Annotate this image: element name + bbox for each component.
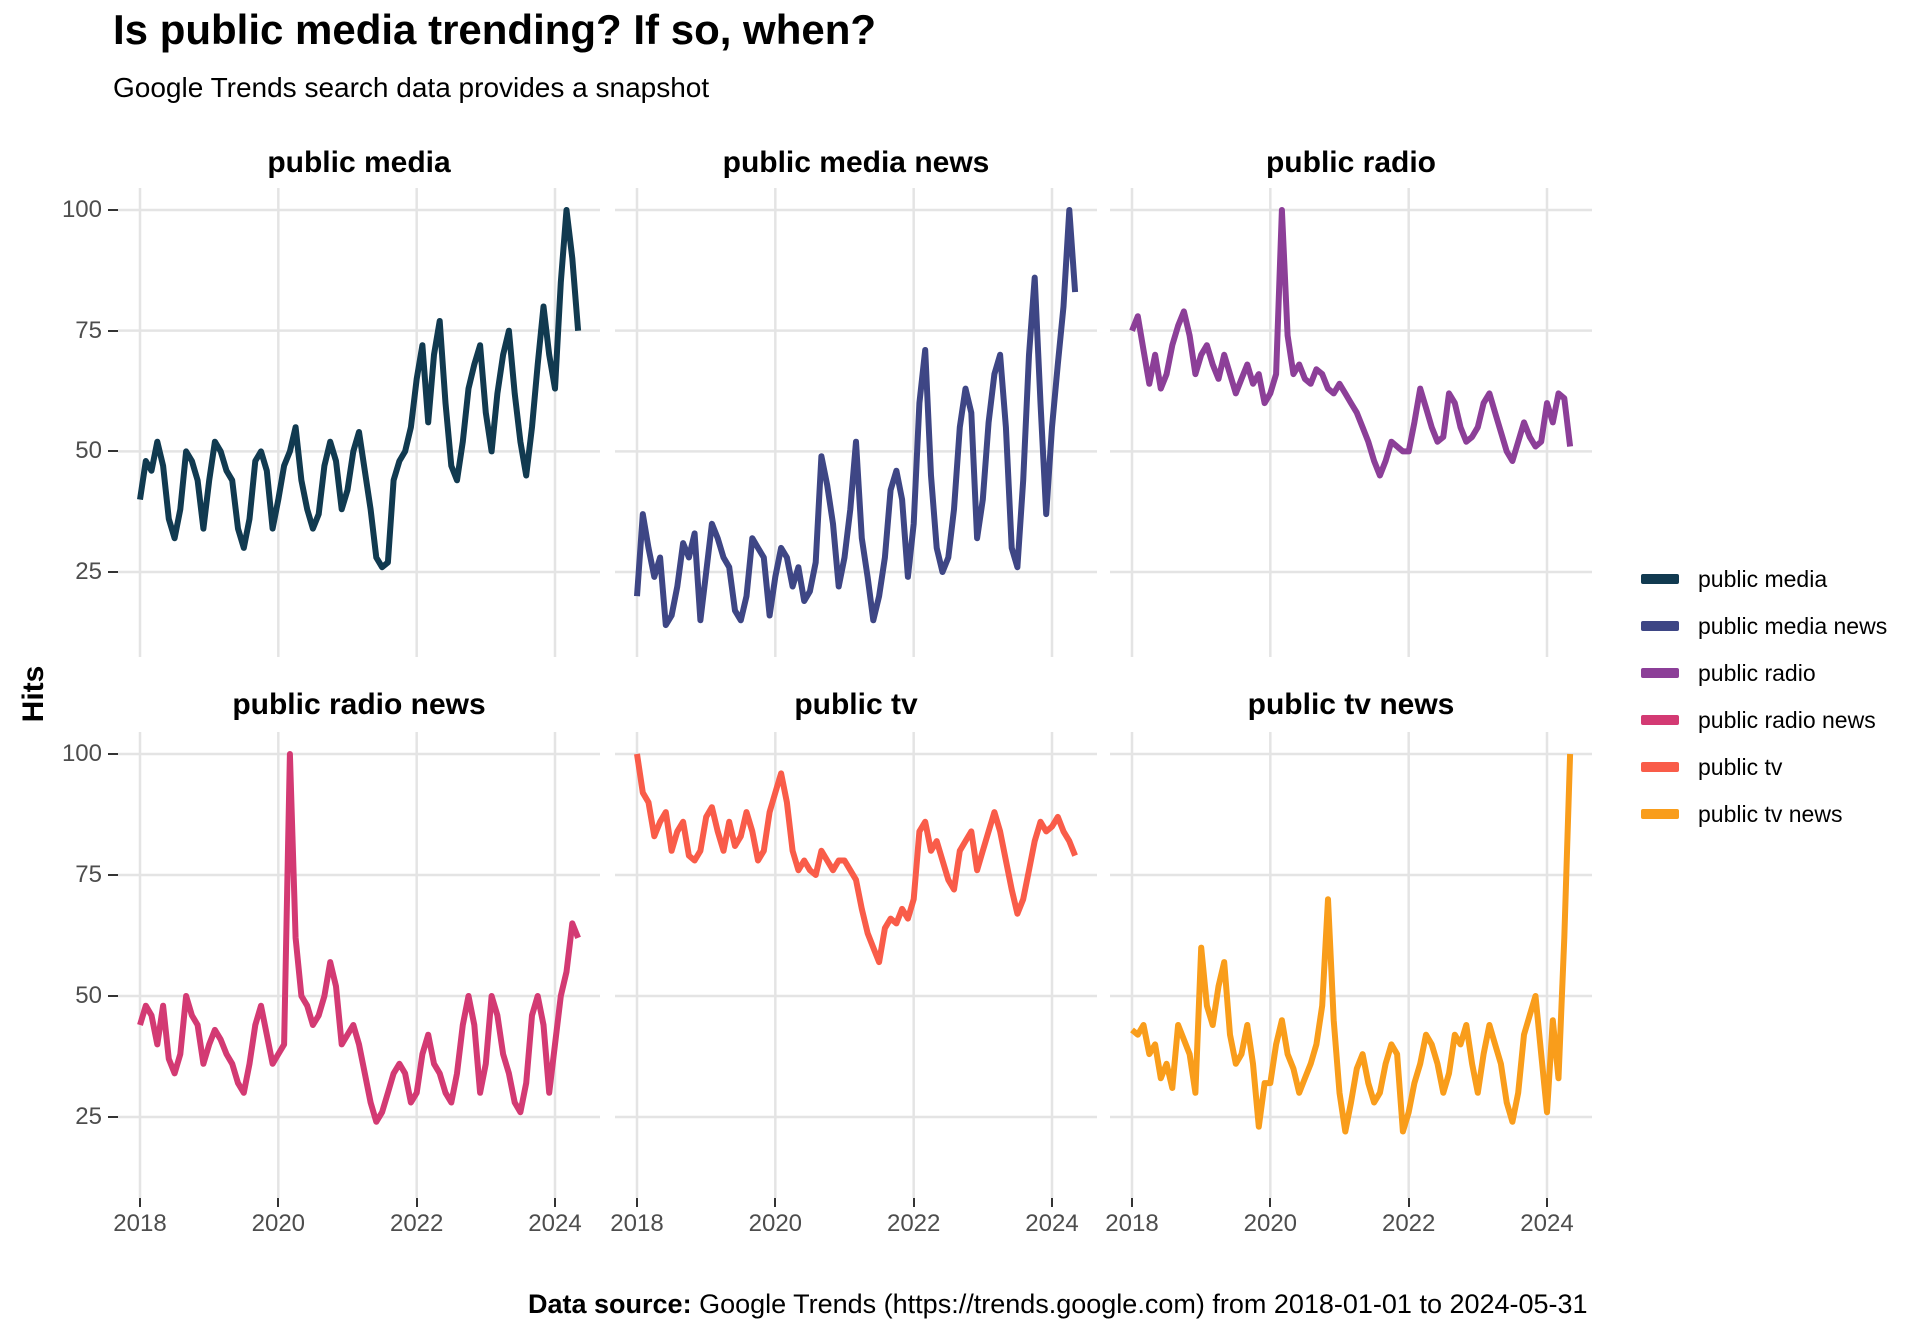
legend-item-public-media-news: public media news [1641, 613, 1887, 639]
caption: Data source: Google Trends (https://tren… [528, 1289, 1588, 1320]
facet-title-public-media-news: public media news [722, 146, 990, 179]
legend: public media public media news public radi… [1641, 566, 1887, 827]
facet-panel-public-media [118, 188, 600, 657]
legend-swatch-icon [1641, 668, 1679, 678]
y-tick-label: 75 [75, 861, 102, 888]
facet-panel-public-tv-news [1110, 732, 1592, 1198]
y-tick-label: 25 [75, 558, 102, 586]
chart-subtitle: Google Trends search data provides a sna… [113, 72, 710, 103]
y-axis-title: Hits [17, 665, 50, 723]
legend-swatch-icon [1641, 762, 1679, 772]
x-tick-mark [1269, 1198, 1272, 1207]
x-tick-label: 2022 [1381, 1210, 1436, 1237]
x-tick-label: 2020 [251, 1210, 306, 1237]
facet-title-public-tv-news: public tv news [1247, 688, 1455, 721]
y-tick-mark [108, 874, 118, 876]
y-tick-label: 50 [75, 437, 102, 465]
x-tick-label: 2018 [610, 1210, 664, 1237]
legend-swatch-icon [1641, 621, 1679, 631]
y-tick-label: 75 [75, 316, 102, 344]
caption-prefix: Data source: [528, 1289, 692, 1319]
x-tick-label: 2020 [1243, 1210, 1298, 1237]
chart-title: Is public media trending? If so, when? [113, 6, 877, 53]
line-public-radio [1129, 207, 1574, 479]
y-tick-mark [108, 209, 118, 211]
legend-item-public-tv-news: public tv news [1641, 801, 1887, 827]
y-tick-label: 100 [61, 740, 102, 767]
x-tick-label: 2022 [389, 1210, 444, 1237]
legend-swatch-icon [1641, 715, 1679, 725]
legend-item-public-radio: public radio [1641, 660, 1887, 686]
legend-label: public radio news [1698, 706, 1876, 733]
line-public-media [137, 207, 582, 571]
y-tick-label: 100 [61, 196, 102, 223]
x-tick-mark [139, 1198, 141, 1207]
legend-label: public media [1698, 565, 1828, 592]
x-tick-label: 2020 [748, 1210, 803, 1237]
x-tick-mark [1407, 1198, 1410, 1207]
line-public-tv-news [1130, 753, 1574, 1135]
legend-label: public tv [1698, 753, 1783, 780]
facet-panel-public-tv [615, 732, 1097, 1198]
x-tick-mark [277, 1198, 280, 1207]
x-tick-mark [1546, 1198, 1548, 1207]
line-public-tv [634, 753, 1078, 966]
facet-title-public-radio-news: public radio news [232, 688, 486, 721]
y-tick-mark [108, 571, 118, 574]
x-tick-label: 2018 [113, 1210, 167, 1237]
y-tick-label: 25 [75, 1103, 102, 1130]
x-tick-mark [1131, 1198, 1133, 1207]
facet-title-public-radio: public radio [1265, 146, 1436, 179]
facet-panel-public-media-news [615, 188, 1097, 657]
x-tick-mark [415, 1198, 418, 1207]
x-tick-label: 2018 [1105, 1210, 1159, 1237]
y-tick-mark [108, 450, 118, 453]
x-tick-label: 2024 [528, 1210, 582, 1237]
facet-panel-public-radio [1110, 188, 1592, 657]
y-tick-mark [108, 753, 118, 755]
x-tick-label: 2024 [1520, 1210, 1574, 1237]
facet-panel-public-radio-news [118, 732, 600, 1198]
legend-item-public-radio-news: public radio news [1641, 707, 1887, 733]
x-tick-mark [774, 1198, 777, 1207]
legend-item-public-tv: public tv [1641, 754, 1887, 780]
legend-swatch-icon [1641, 809, 1679, 819]
caption-text: Google Trends (https://trends.google.com… [691, 1289, 1588, 1319]
facet-title-public-tv: public tv [794, 688, 918, 721]
legend-swatch-icon [1641, 574, 1679, 584]
y-tick-mark [108, 995, 118, 997]
x-tick-label: 2024 [1025, 1210, 1079, 1237]
line-public-radio-news [137, 751, 581, 1125]
legend-item-public-media: public media [1641, 566, 1887, 592]
x-tick-label: 2022 [886, 1210, 941, 1237]
legend-label: public tv news [1698, 800, 1843, 827]
y-tick-mark [108, 329, 118, 332]
facet-title-public-media: public media [267, 146, 451, 179]
legend-label: public radio [1698, 659, 1816, 686]
line-public-media-news [634, 207, 1079, 629]
x-tick-mark [554, 1198, 556, 1207]
y-tick-mark [108, 1116, 118, 1118]
x-tick-mark [636, 1198, 638, 1207]
x-tick-mark [912, 1198, 915, 1207]
legend-label: public media news [1698, 612, 1888, 639]
y-tick-label: 50 [75, 982, 102, 1009]
x-tick-mark [1051, 1198, 1053, 1207]
